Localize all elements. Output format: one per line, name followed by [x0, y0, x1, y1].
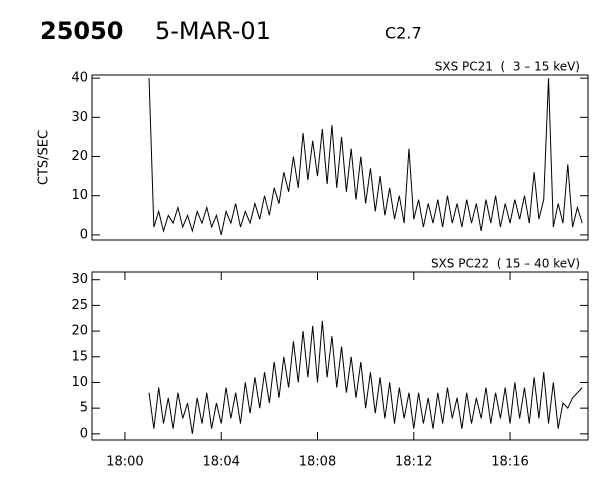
- y-tick-label: 30: [71, 110, 88, 125]
- y-tick-label: 40: [71, 71, 88, 86]
- flare-class: C2.7: [385, 24, 422, 43]
- y-tick-label: 5: [80, 401, 88, 416]
- x-tick-label: 18:12: [395, 455, 432, 470]
- event-date: 5-MAR-01: [155, 17, 271, 45]
- y-tick-label: 25: [71, 298, 88, 313]
- y-tick-label: 30: [71, 272, 88, 287]
- x-tick-label: 18:00: [106, 455, 143, 470]
- y-tick-label: 20: [71, 324, 88, 339]
- x-tick-label: 18:16: [491, 455, 528, 470]
- y-tick-label: 0: [80, 227, 88, 242]
- event-id: 25050: [40, 17, 124, 45]
- x-tick-label: 18:08: [299, 455, 336, 470]
- y-tick-label: 15: [71, 349, 88, 364]
- plot-frame: [91, 74, 589, 241]
- x-tick-label: 18:04: [202, 455, 239, 470]
- panel-title: SXS PC22 ( 15 – 40 keV): [431, 257, 580, 271]
- y-axis-label: CTS/SEC: [37, 130, 52, 185]
- y-tick-label: 10: [71, 375, 88, 390]
- data-line: [148, 320, 583, 434]
- plot-frame: [91, 271, 589, 441]
- data-line: [148, 78, 583, 236]
- y-tick-label: 20: [71, 149, 88, 164]
- y-tick-label: 0: [80, 426, 88, 441]
- panel-title: SXS PC21 ( 3 – 15 keV): [435, 60, 580, 74]
- y-tick-label: 10: [71, 188, 88, 203]
